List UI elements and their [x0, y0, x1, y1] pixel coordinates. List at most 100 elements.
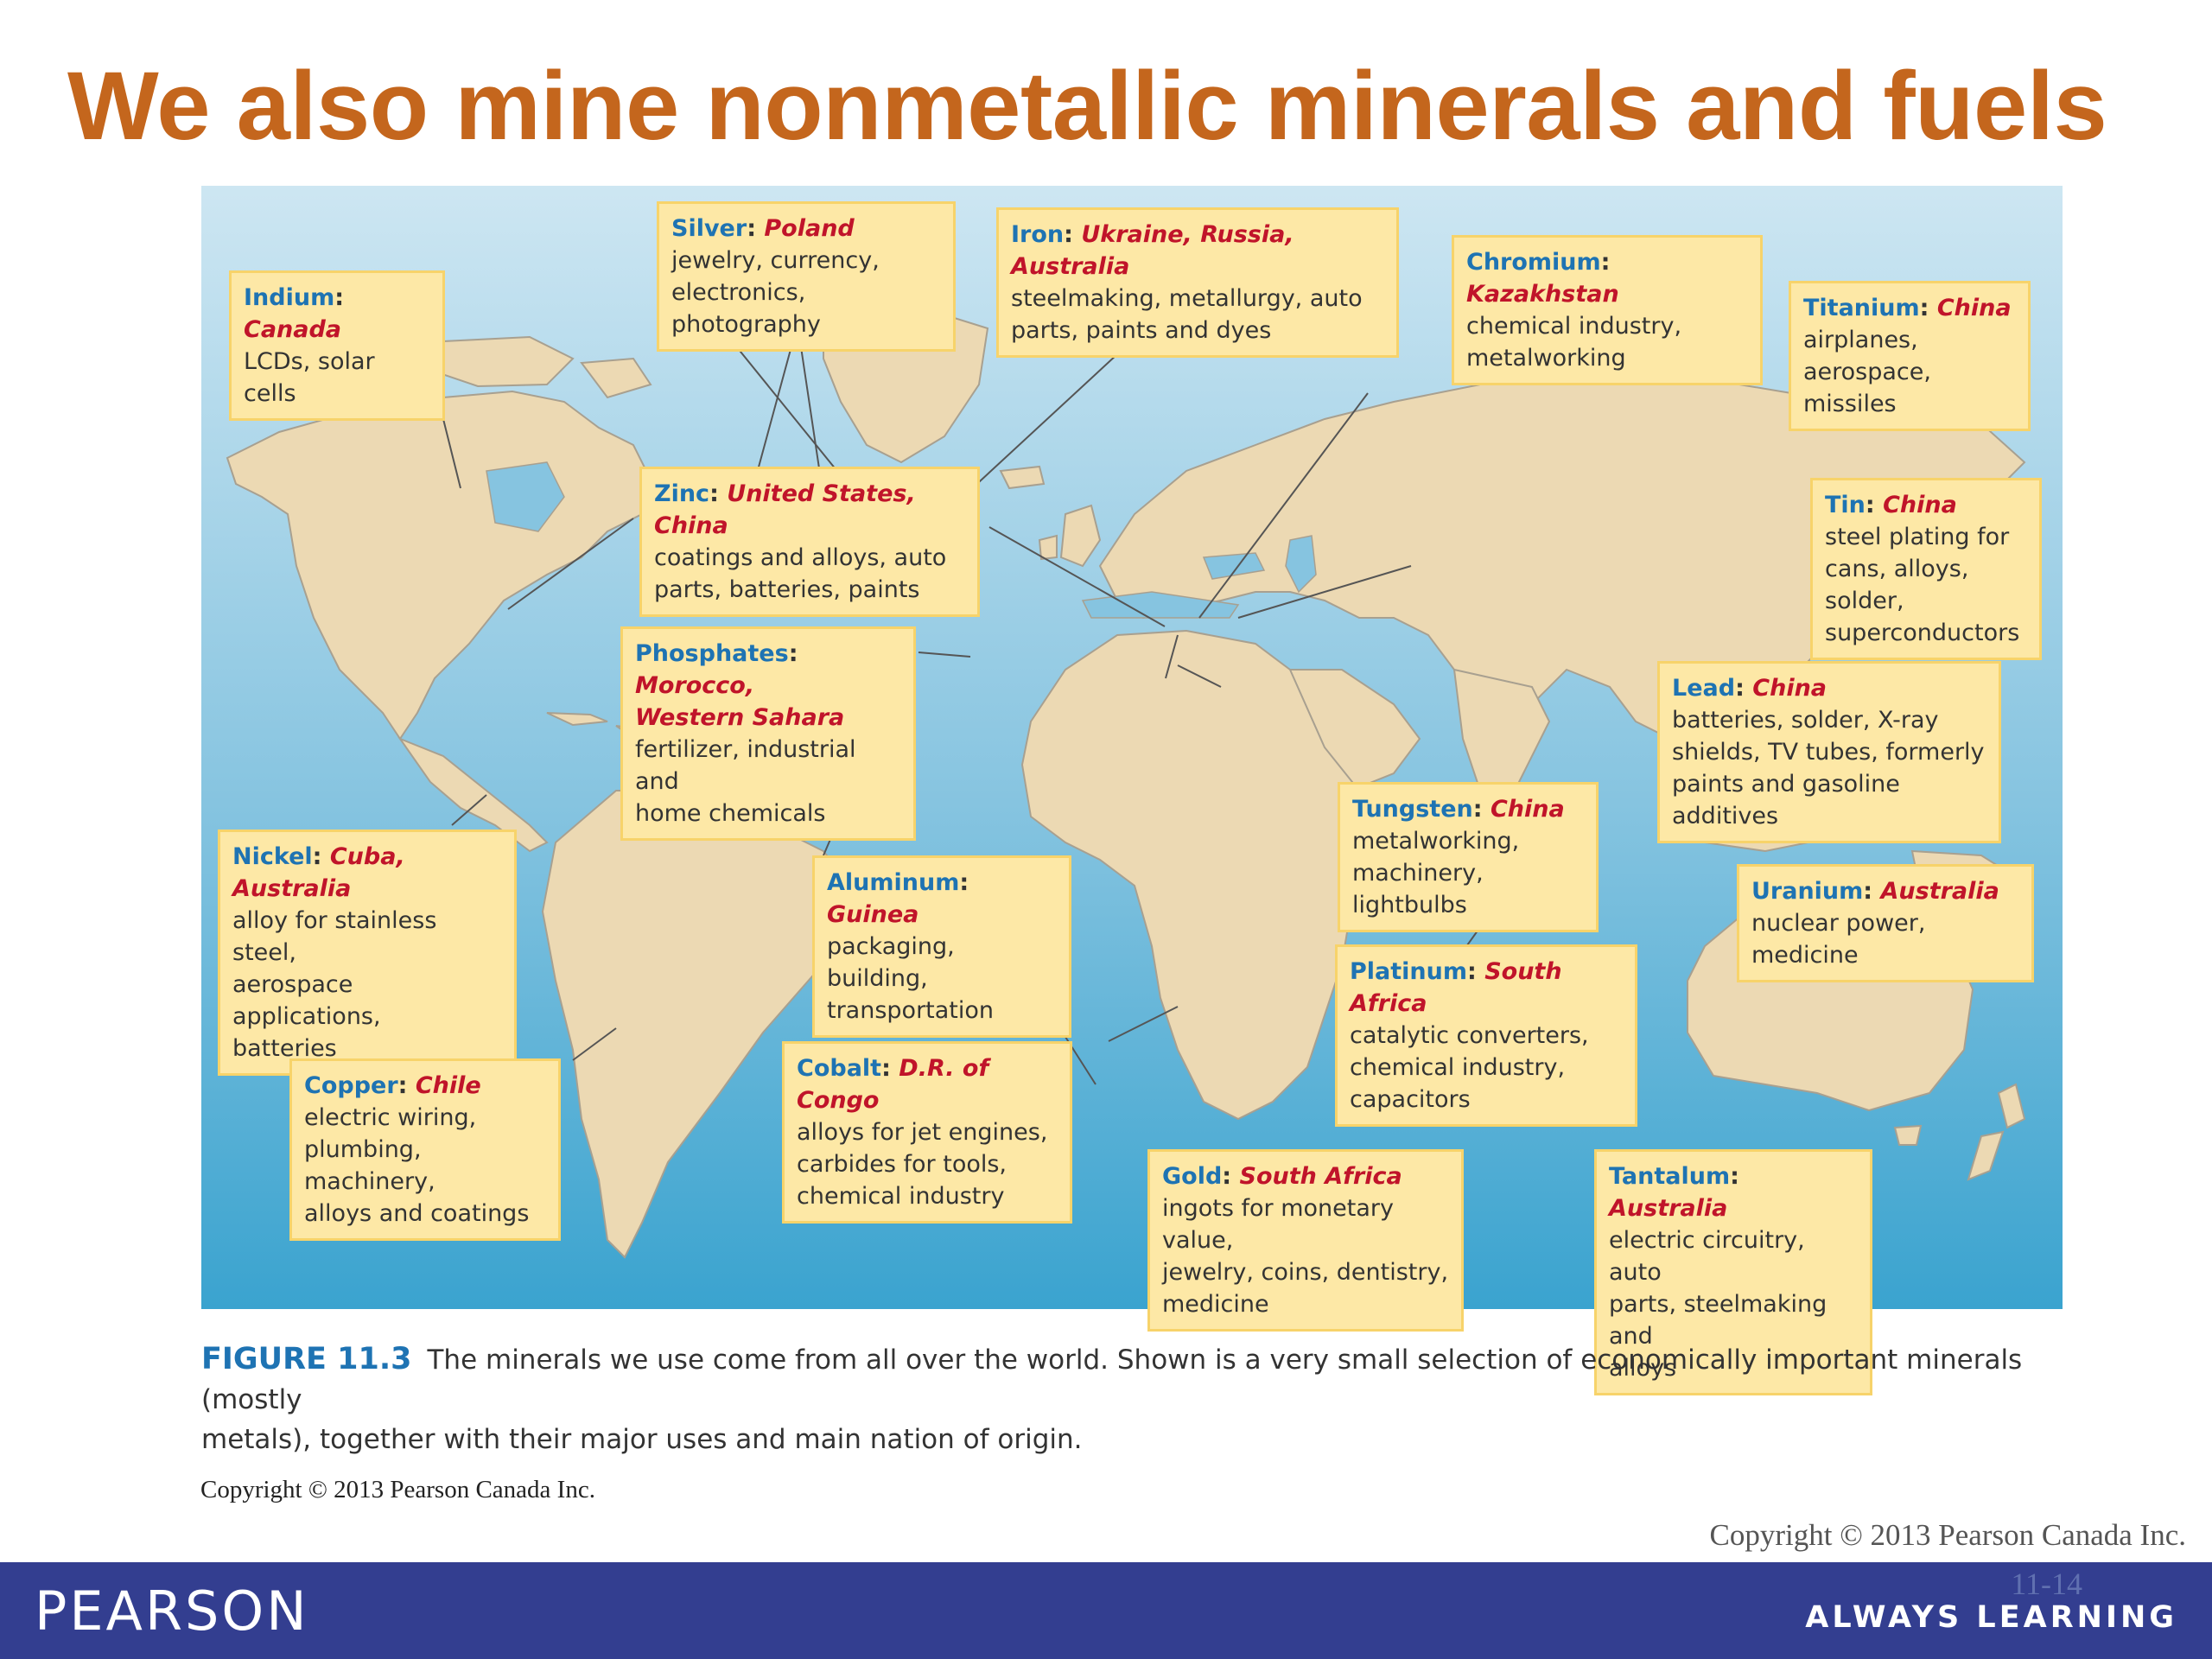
callout-uses-line: steel plating for [1825, 524, 2010, 550]
callout-uses-line: paints and gasoline additives [1672, 771, 1900, 830]
callout-mineral-name: Titanium [1803, 295, 1920, 321]
mediterranean-sea [1081, 591, 1240, 619]
callout-uses-line: metalworking, [1352, 828, 1520, 855]
figure-caption: FIGURE 11.3 The minerals we use come from… [201, 1339, 2050, 1459]
callout-uses-line: metalworking [1466, 345, 1626, 372]
callout-mineral-name: Indium [244, 284, 335, 311]
callout-uses-line: missiles [1803, 391, 1897, 417]
callout-uses-line: parts, steelmaking and [1609, 1291, 1827, 1350]
slide-number: 11-14 [2011, 1567, 2082, 1601]
callout-mineral-name: Silver [671, 215, 747, 242]
leader-line-platinum [1108, 1006, 1179, 1042]
callout-uses-line: superconductors [1825, 620, 2020, 646]
callout-uses-line: alloys [1609, 1355, 1677, 1382]
callout-mineral-name: Cobalt [797, 1055, 882, 1082]
arctic-islands [433, 335, 652, 399]
callout-uses-line: shields, TV tubes, formerly [1672, 739, 1985, 766]
callout-uses-line: coatings and alloys, auto [654, 544, 947, 571]
callout-tungsten: Tungsten: China metalworking, machinery,… [1338, 782, 1599, 932]
callout-silver: Silver: Poland jewelry, currency, electr… [657, 201, 956, 352]
callout-uses-line: electronics, photography [671, 279, 821, 338]
callout-uses-line: plumbing, machinery, [304, 1136, 435, 1195]
leader-line-zinc [507, 518, 1166, 627]
callout-country: South Africa [1239, 1163, 1402, 1190]
callout-mineral-name: Copper [304, 1072, 398, 1099]
callout-cobalt: Cobalt: D.R. of Congo alloys for jet eng… [782, 1041, 1072, 1224]
leader-line-lead [1177, 664, 1222, 688]
callout-uses-line: airplanes, aerospace, [1803, 327, 1931, 385]
callout-mineral-name: Uranium [1751, 878, 1864, 905]
callout-uses-line: chemical industry [797, 1183, 1005, 1210]
callout-mineral-name: Tin [1825, 492, 1866, 518]
callout-lead: Lead: China batteries, solder, X-ray shi… [1657, 661, 2001, 843]
callout-uranium: Uranium: Australia nuclear power, medici… [1737, 864, 2034, 982]
callout-uses-line: catalytic converters, [1350, 1022, 1589, 1049]
callout-uses-line: carbides for tools, [797, 1151, 1007, 1178]
callout-uses-line: packaging, building, [827, 933, 955, 992]
callout-country: D.R. of Congo [797, 1055, 989, 1114]
callout-uses-line: electric wiring, [304, 1104, 477, 1131]
callout-uses-line: transportation [827, 997, 995, 1024]
callout-uses-line: electric circuitry, auto [1609, 1227, 1805, 1286]
callout-mineral-name: Platinum [1350, 958, 1468, 985]
callout-uses-line: alloys and coatings [304, 1200, 530, 1227]
callout-country: China [1490, 796, 1565, 823]
figure-label: FIGURE 11.3 [201, 1342, 412, 1376]
callout-country: Australia [1880, 878, 1999, 905]
callout-platinum: Platinum: South Africa catalytic convert… [1335, 944, 1637, 1127]
callout-uses-line: LCDs, solar cells [244, 348, 375, 407]
callout-aluminum: Aluminum: Guinea packaging, building, tr… [812, 855, 1071, 1038]
callout-uses-line: ingots for monetary value, [1162, 1195, 1394, 1254]
callout-uses-line: chemical industry, [1350, 1054, 1566, 1081]
callout-mineral-name: Zinc [654, 480, 710, 507]
leader-line-phosphates [918, 652, 971, 658]
callout-uses-line: jewelry, currency, [671, 247, 880, 274]
callout-phosphates: Phosphates: Morocco, Western Sahara fert… [620, 626, 916, 841]
callout-country: China [1936, 295, 2012, 321]
callout-country: Western Sahara [635, 704, 845, 731]
callout-country: United States, China [654, 480, 916, 539]
caspian-sea [1285, 535, 1317, 594]
callout-mineral-name: Phosphates [635, 640, 789, 667]
callout-uses-line: home chemicals [635, 800, 826, 827]
pearson-logo: PEARSON [35, 1580, 309, 1643]
callout-country: Ukraine, Russia, Australia [1011, 221, 1294, 280]
callout-mineral-name: Iron [1011, 221, 1065, 248]
callout-mineral-name: Aluminum [827, 869, 960, 896]
callout-country: Cuba, Australia [232, 843, 405, 902]
callout-uses-line: machinery, lightbulbs [1352, 860, 1484, 918]
callout-country: Kazakhstan [1466, 281, 1619, 308]
callout-tin: Tin: China steel plating for cans, alloy… [1810, 478, 2042, 660]
north-america-landmass [226, 390, 652, 741]
callout-uses-line: chemical industry, [1466, 313, 1682, 340]
callout-country: Chile [415, 1072, 481, 1099]
callout-gold: Gold: South Africa ingots for monetary v… [1147, 1149, 1464, 1332]
callout-tantalum: Tantalum: Australia electric circuitry, … [1594, 1149, 1872, 1395]
callout-country: China [1883, 492, 1957, 518]
leader-line-copper [572, 1027, 617, 1061]
callout-titanium: Titanium: China airplanes, aerospace, mi… [1789, 281, 2031, 431]
leader-line-titanium [1198, 392, 1369, 619]
africa-landmass [1020, 629, 1395, 1121]
black-sea [1202, 552, 1266, 580]
callout-mineral-name: Tantalum [1609, 1163, 1731, 1190]
callout-country: Australia [1609, 1195, 1728, 1222]
callout-uses-line: jewelry, coins, dentistry, [1162, 1259, 1449, 1286]
callout-indium: Indium: Canada LCDs, solar cells [229, 270, 445, 421]
callout-iron: Iron: Ukraine, Russia, Australia steelma… [996, 207, 1399, 358]
page-title: We also mine nonmetallic minerals and fu… [67, 52, 2107, 160]
callout-mineral-name: Nickel [232, 843, 313, 870]
iceland-landmass [999, 465, 1046, 490]
tagline: ALWAYS LEARNING [1805, 1600, 2177, 1635]
callout-uses-line: alloys for jet engines, [797, 1119, 1048, 1146]
figure-caption-line-1: The minerals we use come from all over t… [201, 1344, 2023, 1415]
callout-uses-line: fertilizer, industrial and [635, 736, 856, 795]
callout-uses-line: parts, batteries, paints [654, 576, 920, 603]
callout-country: China [1752, 675, 1827, 702]
callout-uses-line: cans, alloys, solder, [1825, 556, 1969, 614]
central-america-landmass [397, 736, 549, 853]
callout-nickel: Nickel: Cuba, Australia alloy for stainl… [218, 830, 517, 1076]
leader-line-tungsten [1165, 634, 1179, 679]
new-zealand-islands [1967, 1083, 2026, 1181]
callout-uses-line: nuclear power, medicine [1751, 910, 1926, 969]
